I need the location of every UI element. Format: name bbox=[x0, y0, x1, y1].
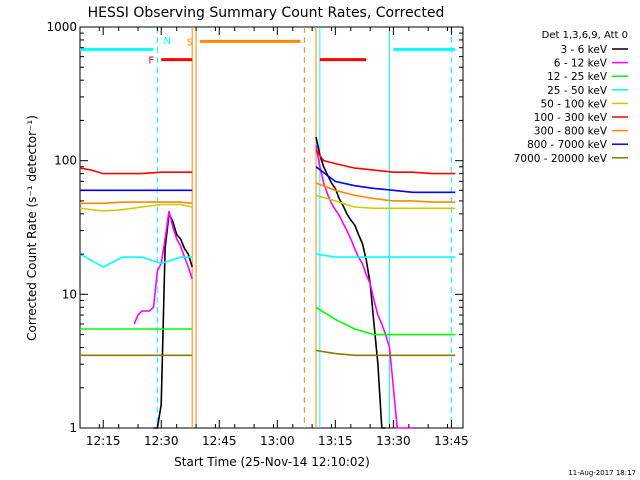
legend-label: 300 - 800 keV bbox=[534, 126, 608, 138]
flag-label: N bbox=[164, 36, 171, 47]
series-line bbox=[80, 166, 456, 194]
footer-timestamp: 11-Aug-2017 18:17 bbox=[568, 469, 636, 477]
y-tick-label: 1 bbox=[69, 421, 77, 435]
series-line bbox=[79, 253, 456, 268]
series-lines bbox=[79, 136, 456, 429]
x-tick-label: 12:45 bbox=[202, 434, 237, 448]
vertical-markers bbox=[156, 27, 452, 428]
y-tick-label: 10 bbox=[62, 287, 77, 301]
legend-label: 50 - 100 keV bbox=[540, 98, 607, 110]
legend: Det 1,3,6,9, Att 0 3 - 6 keV 6 - 12 keV12… bbox=[514, 30, 628, 165]
y-axis-label: Corrected Count Rate (s⁻¹ detector⁻¹) bbox=[25, 115, 39, 341]
series-line bbox=[80, 349, 456, 357]
series-line bbox=[80, 182, 456, 205]
x-axis-label: Start Time (25-Nov-14 12:10:02) bbox=[174, 455, 370, 469]
legend-label: 100 - 300 keV bbox=[534, 112, 608, 124]
legend-header: Det 1,3,6,9, Att 0 bbox=[542, 30, 628, 41]
series-line bbox=[80, 306, 456, 336]
legend-label: 800 - 7000 keV bbox=[527, 139, 608, 151]
legend-label: 25 - 50 keV bbox=[547, 85, 608, 97]
legend-label: 3 - 6 keV bbox=[560, 44, 607, 56]
series-line bbox=[79, 149, 456, 175]
x-tick-label: 13:00 bbox=[260, 434, 295, 448]
legend-label: 6 - 12 keV bbox=[554, 58, 608, 70]
x-tick-label: 13:30 bbox=[376, 434, 411, 448]
series-line bbox=[133, 145, 413, 429]
x-tick-label: 13:15 bbox=[318, 434, 353, 448]
chart-title: HESSI Observing Summary Count Rates, Cor… bbox=[88, 5, 445, 21]
x-tick-label: 13:45 bbox=[434, 434, 469, 448]
y-tick-label: 100 bbox=[54, 154, 77, 168]
flag-label: S bbox=[187, 37, 193, 48]
x-tick-label: 12:30 bbox=[144, 434, 179, 448]
series-line bbox=[79, 194, 456, 212]
y-tick-label: 1000 bbox=[46, 20, 77, 34]
legend-label: 7000 - 20000 keV bbox=[514, 153, 608, 165]
axes: 1 10 100 1000 12:15 12:30 12:45 13:00 13:15 13:30… bbox=[46, 20, 468, 448]
flag-label: F bbox=[148, 56, 154, 67]
plot-frame bbox=[79, 26, 464, 429]
legend-label: 12 - 25 keV bbox=[547, 71, 608, 83]
flag-bars: NF S bbox=[80, 36, 456, 67]
x-tick-label: 12:15 bbox=[86, 434, 121, 448]
